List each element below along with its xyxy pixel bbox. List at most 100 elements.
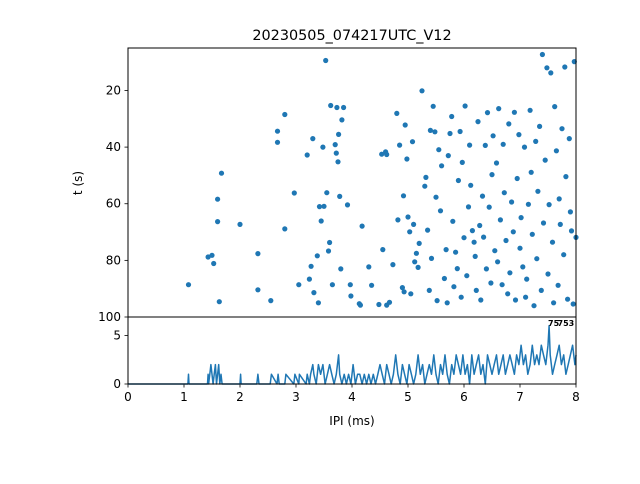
- scatter-point: [399, 285, 405, 291]
- scatter-point: [472, 253, 478, 259]
- peak-annotation: 75: [548, 319, 560, 328]
- scatter-point: [517, 245, 523, 251]
- scatter-point: [510, 229, 516, 235]
- scatter-point: [296, 282, 302, 288]
- scatter-point: [337, 193, 343, 199]
- scatter-point: [407, 229, 413, 235]
- scatter-point: [215, 196, 221, 202]
- top-y-tick-label: 40: [106, 140, 121, 154]
- scatter-point: [457, 128, 463, 135]
- scatter-point: [505, 291, 511, 297]
- scatter-point: [308, 263, 314, 269]
- scatter-point: [390, 262, 396, 268]
- scatter-point: [359, 223, 365, 229]
- scatter-point: [520, 264, 526, 270]
- scatter-point: [562, 64, 568, 70]
- top-y-ticks: 20 40 60 80 100: [98, 83, 128, 324]
- x-tick-label: 1: [180, 390, 188, 404]
- scatter-point: [366, 264, 372, 270]
- scatter-point: [311, 290, 317, 296]
- x-tick-label: 7: [516, 390, 524, 404]
- scatter-point: [468, 182, 474, 188]
- scatter-point: [274, 128, 281, 134]
- x-tick-label: 3: [292, 390, 300, 404]
- scatter-point: [483, 266, 489, 272]
- scatter-point: [490, 133, 496, 139]
- scatter-point: [216, 299, 222, 305]
- scatter-point: [499, 282, 505, 288]
- top-y-tick-label: 100: [98, 310, 121, 324]
- x-tick-label: 6: [460, 390, 468, 404]
- top-y-tick-label: 60: [106, 197, 121, 211]
- scatter-point: [423, 174, 429, 180]
- scatter-point: [328, 102, 334, 109]
- scatter-point: [339, 117, 345, 123]
- scatter-point: [488, 280, 494, 286]
- scatter-point: [332, 142, 338, 148]
- scatter-point: [561, 252, 567, 258]
- scatter-point: [553, 148, 560, 154]
- scatter-point: [506, 121, 512, 127]
- scatter-point: [528, 169, 534, 175]
- scatter-point: [433, 194, 439, 200]
- scatter-point: [525, 201, 532, 207]
- bottom-y-tick-label: 0: [113, 377, 121, 391]
- scatter-point: [348, 293, 354, 299]
- scatter-point: [274, 139, 281, 145]
- scatter-point: [484, 110, 491, 116]
- scatter-point: [534, 256, 540, 262]
- scatter-point: [218, 170, 225, 176]
- scatter-point: [467, 142, 473, 148]
- scatter-point: [533, 138, 539, 144]
- scatter-point: [453, 249, 459, 255]
- scatter-point: [544, 65, 550, 71]
- scatter-point: [495, 259, 501, 265]
- scatter-point: [324, 190, 330, 196]
- scatter-point: [493, 160, 500, 166]
- scatter-point: [341, 104, 347, 111]
- scatter-point: [338, 266, 344, 272]
- scatter-point: [422, 183, 428, 189]
- scatter-point: [565, 296, 571, 302]
- scatter-point: [380, 247, 386, 253]
- scatter-point: [445, 153, 451, 159]
- scatter-point: [507, 270, 513, 276]
- scatter-point: [369, 282, 375, 288]
- scatter-point: [465, 204, 472, 210]
- scatter-point: [291, 190, 297, 196]
- scatter-point: [255, 287, 261, 293]
- scatter-point: [439, 163, 445, 169]
- x-tick-label: 8: [572, 390, 580, 404]
- scatter-point: [496, 106, 502, 112]
- scatter-point: [538, 287, 544, 293]
- scatter-point: [509, 199, 515, 205]
- scatter-point: [462, 103, 468, 109]
- scatter-point: [563, 174, 569, 180]
- scatter-point: [464, 273, 470, 279]
- scatter-point: [379, 151, 385, 157]
- scatter-point: [568, 228, 575, 234]
- scatter-point: [394, 110, 400, 116]
- scatter-point: [411, 221, 417, 227]
- scatter-point: [478, 297, 484, 303]
- scatter-point: [384, 151, 390, 158]
- scatter-point: [401, 289, 407, 295]
- scatter-point: [425, 227, 431, 233]
- scatter-point: [432, 129, 438, 135]
- scatter-point: [469, 228, 475, 234]
- top-y-tick-label: 80: [106, 253, 121, 267]
- scatter-point: [557, 221, 563, 227]
- scatter-point: [511, 109, 517, 115]
- scatter-point: [518, 215, 524, 221]
- scatter-point: [310, 136, 316, 142]
- scatter-point: [524, 276, 530, 282]
- scatter-point: [497, 217, 503, 223]
- scatter-point: [501, 190, 507, 196]
- scatter-point: [459, 159, 465, 165]
- x-tick-label: 0: [124, 390, 132, 404]
- scatter-point: [402, 122, 408, 128]
- scatter-point: [529, 231, 535, 237]
